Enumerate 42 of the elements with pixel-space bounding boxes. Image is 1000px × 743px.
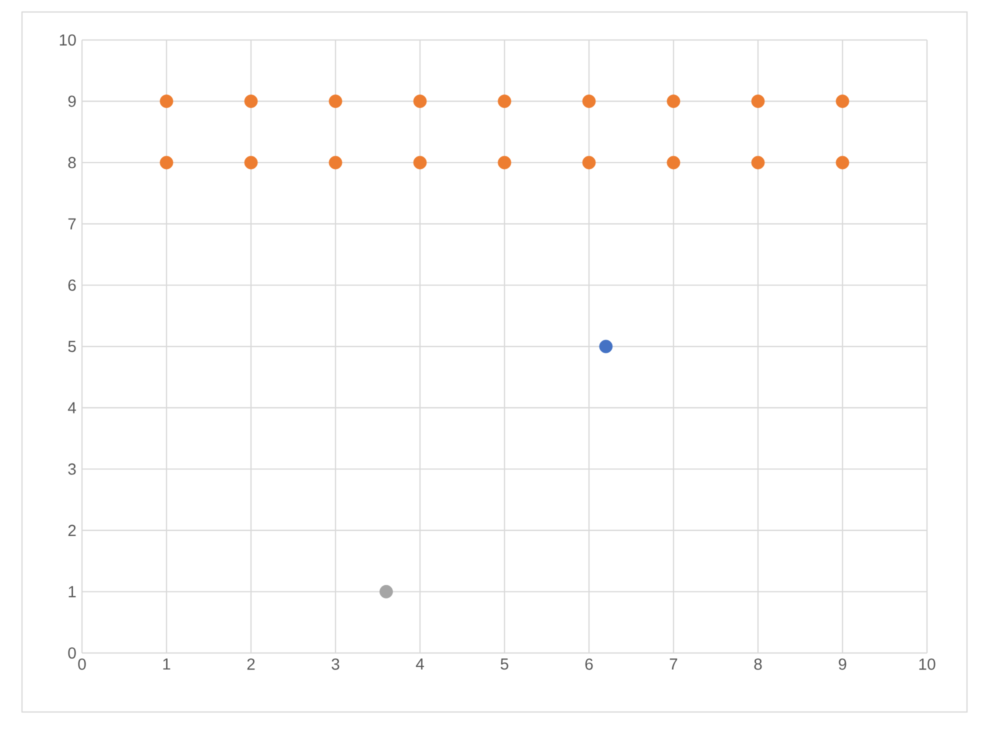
point — [244, 156, 258, 170]
y-tick-label: 7 — [68, 218, 76, 230]
y-tick-label: 6 — [68, 280, 76, 291]
point — [244, 94, 258, 108]
y-tick-label: 4 — [68, 402, 76, 414]
y-tick-label: 2 — [68, 524, 76, 536]
point — [328, 156, 342, 170]
point — [836, 156, 850, 170]
x-tick-label: 3 — [332, 658, 340, 670]
point — [160, 94, 174, 108]
y-tick-label: 10 — [60, 34, 76, 46]
point — [413, 156, 427, 170]
point — [582, 94, 596, 108]
point — [666, 156, 680, 170]
y-tick-label: 3 — [68, 463, 76, 475]
point — [160, 156, 174, 170]
x-tick-label: 0 — [78, 658, 86, 670]
point — [836, 94, 850, 108]
point — [413, 94, 427, 108]
point — [498, 156, 512, 170]
point — [751, 94, 765, 108]
x-tick-label: 4 — [416, 658, 424, 670]
point — [751, 156, 765, 170]
x-tick-label: 6 — [585, 658, 593, 670]
x-tick-label: 1 — [163, 658, 170, 670]
y-tick-label: 1 — [68, 586, 76, 598]
y-tick-label: 8 — [68, 156, 76, 168]
x-tick-label: 10 — [919, 658, 936, 670]
x-tick-label: 9 — [838, 658, 846, 670]
y-tick-label: 5 — [68, 340, 76, 352]
x-tick-label: 5 — [500, 658, 508, 670]
y-tick-label: 0 — [68, 647, 76, 659]
x-tick-label: 7 — [670, 658, 678, 670]
point — [599, 340, 613, 354]
point — [498, 94, 512, 108]
y-tick-label: 9 — [68, 96, 76, 107]
point — [380, 584, 393, 598]
point — [666, 94, 680, 108]
point — [582, 156, 596, 170]
x-tick-label: 8 — [754, 658, 762, 670]
x-tick-label: 2 — [247, 658, 255, 670]
point — [328, 94, 342, 108]
